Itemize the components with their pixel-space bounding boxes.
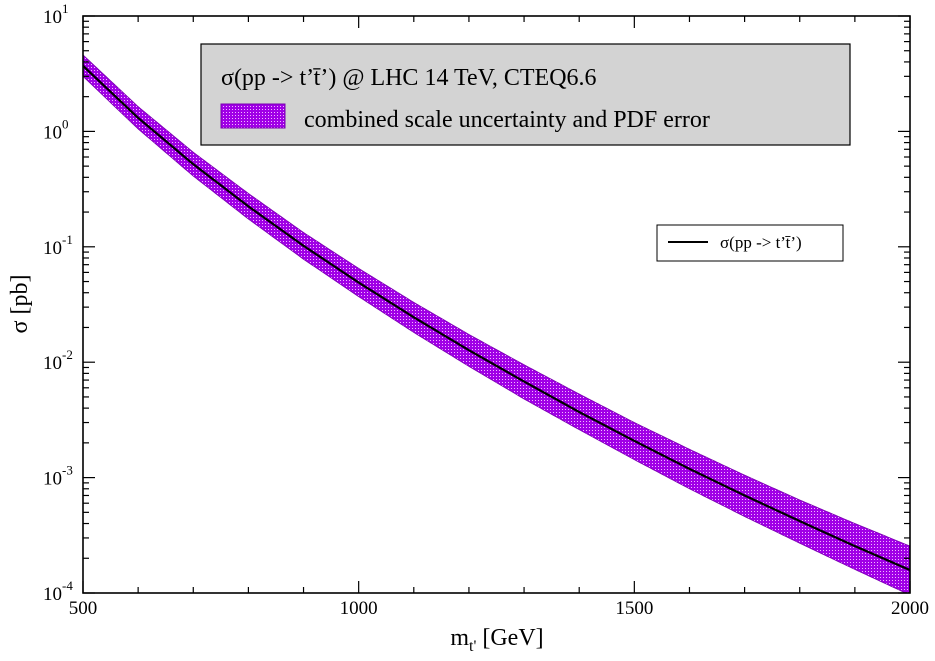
y-tick-label: 10: [43, 353, 62, 374]
legend-band-label: combined scale uncertainty and PDF error: [304, 107, 710, 133]
legend-line-box: σ(pp -> t’t̄’): [656, 224, 844, 262]
y-tick-label: 10: [43, 584, 62, 605]
y-tick-label: 10: [43, 122, 62, 143]
y-tick-label: 10: [43, 469, 62, 490]
x-axis-title-unit: [GeV]: [482, 625, 543, 651]
legend-box-background: [200, 43, 851, 146]
axis-ticks: [82, 15, 911, 594]
x-axis-title-main: m: [450, 625, 469, 651]
plot-frame: [82, 15, 911, 594]
x-tick-label: 1000: [340, 598, 378, 619]
x-axis-title-subscript: t': [469, 638, 476, 655]
x-tick-label: 2000: [891, 598, 929, 619]
legend-title: σ(pp -> t’t̄’) @ LHC 14 TeV, CTEQ6.6: [221, 65, 597, 91]
y-tick-exponent: 1: [62, 1, 69, 16]
legend-band-swatch: [220, 103, 286, 129]
y-tick-label: 10: [43, 7, 62, 28]
x-tick-label: 500: [69, 598, 98, 619]
y-tick-exponent: -1: [62, 232, 73, 247]
uncertainty-band: [83, 54, 910, 593]
x-tick-label: 1500: [615, 598, 653, 619]
y-tick-exponent: 0: [62, 116, 69, 131]
y-axis-title: σ [pb]: [7, 275, 33, 334]
y-tick-exponent: -3: [62, 463, 73, 478]
y-tick-exponent: -2: [62, 347, 73, 362]
cross-section-line: [83, 65, 910, 572]
legend-line-label: σ(pp -> t’t̄’): [720, 233, 802, 252]
x-axis-title: mt' [GeV]: [450, 625, 543, 655]
y-tick-label: 10: [43, 238, 62, 259]
y-tick-exponent: -4: [62, 578, 73, 593]
legend-box: σ(pp -> t’t̄’) @ LHC 14 TeV, CTEQ6.6 com…: [200, 43, 851, 146]
